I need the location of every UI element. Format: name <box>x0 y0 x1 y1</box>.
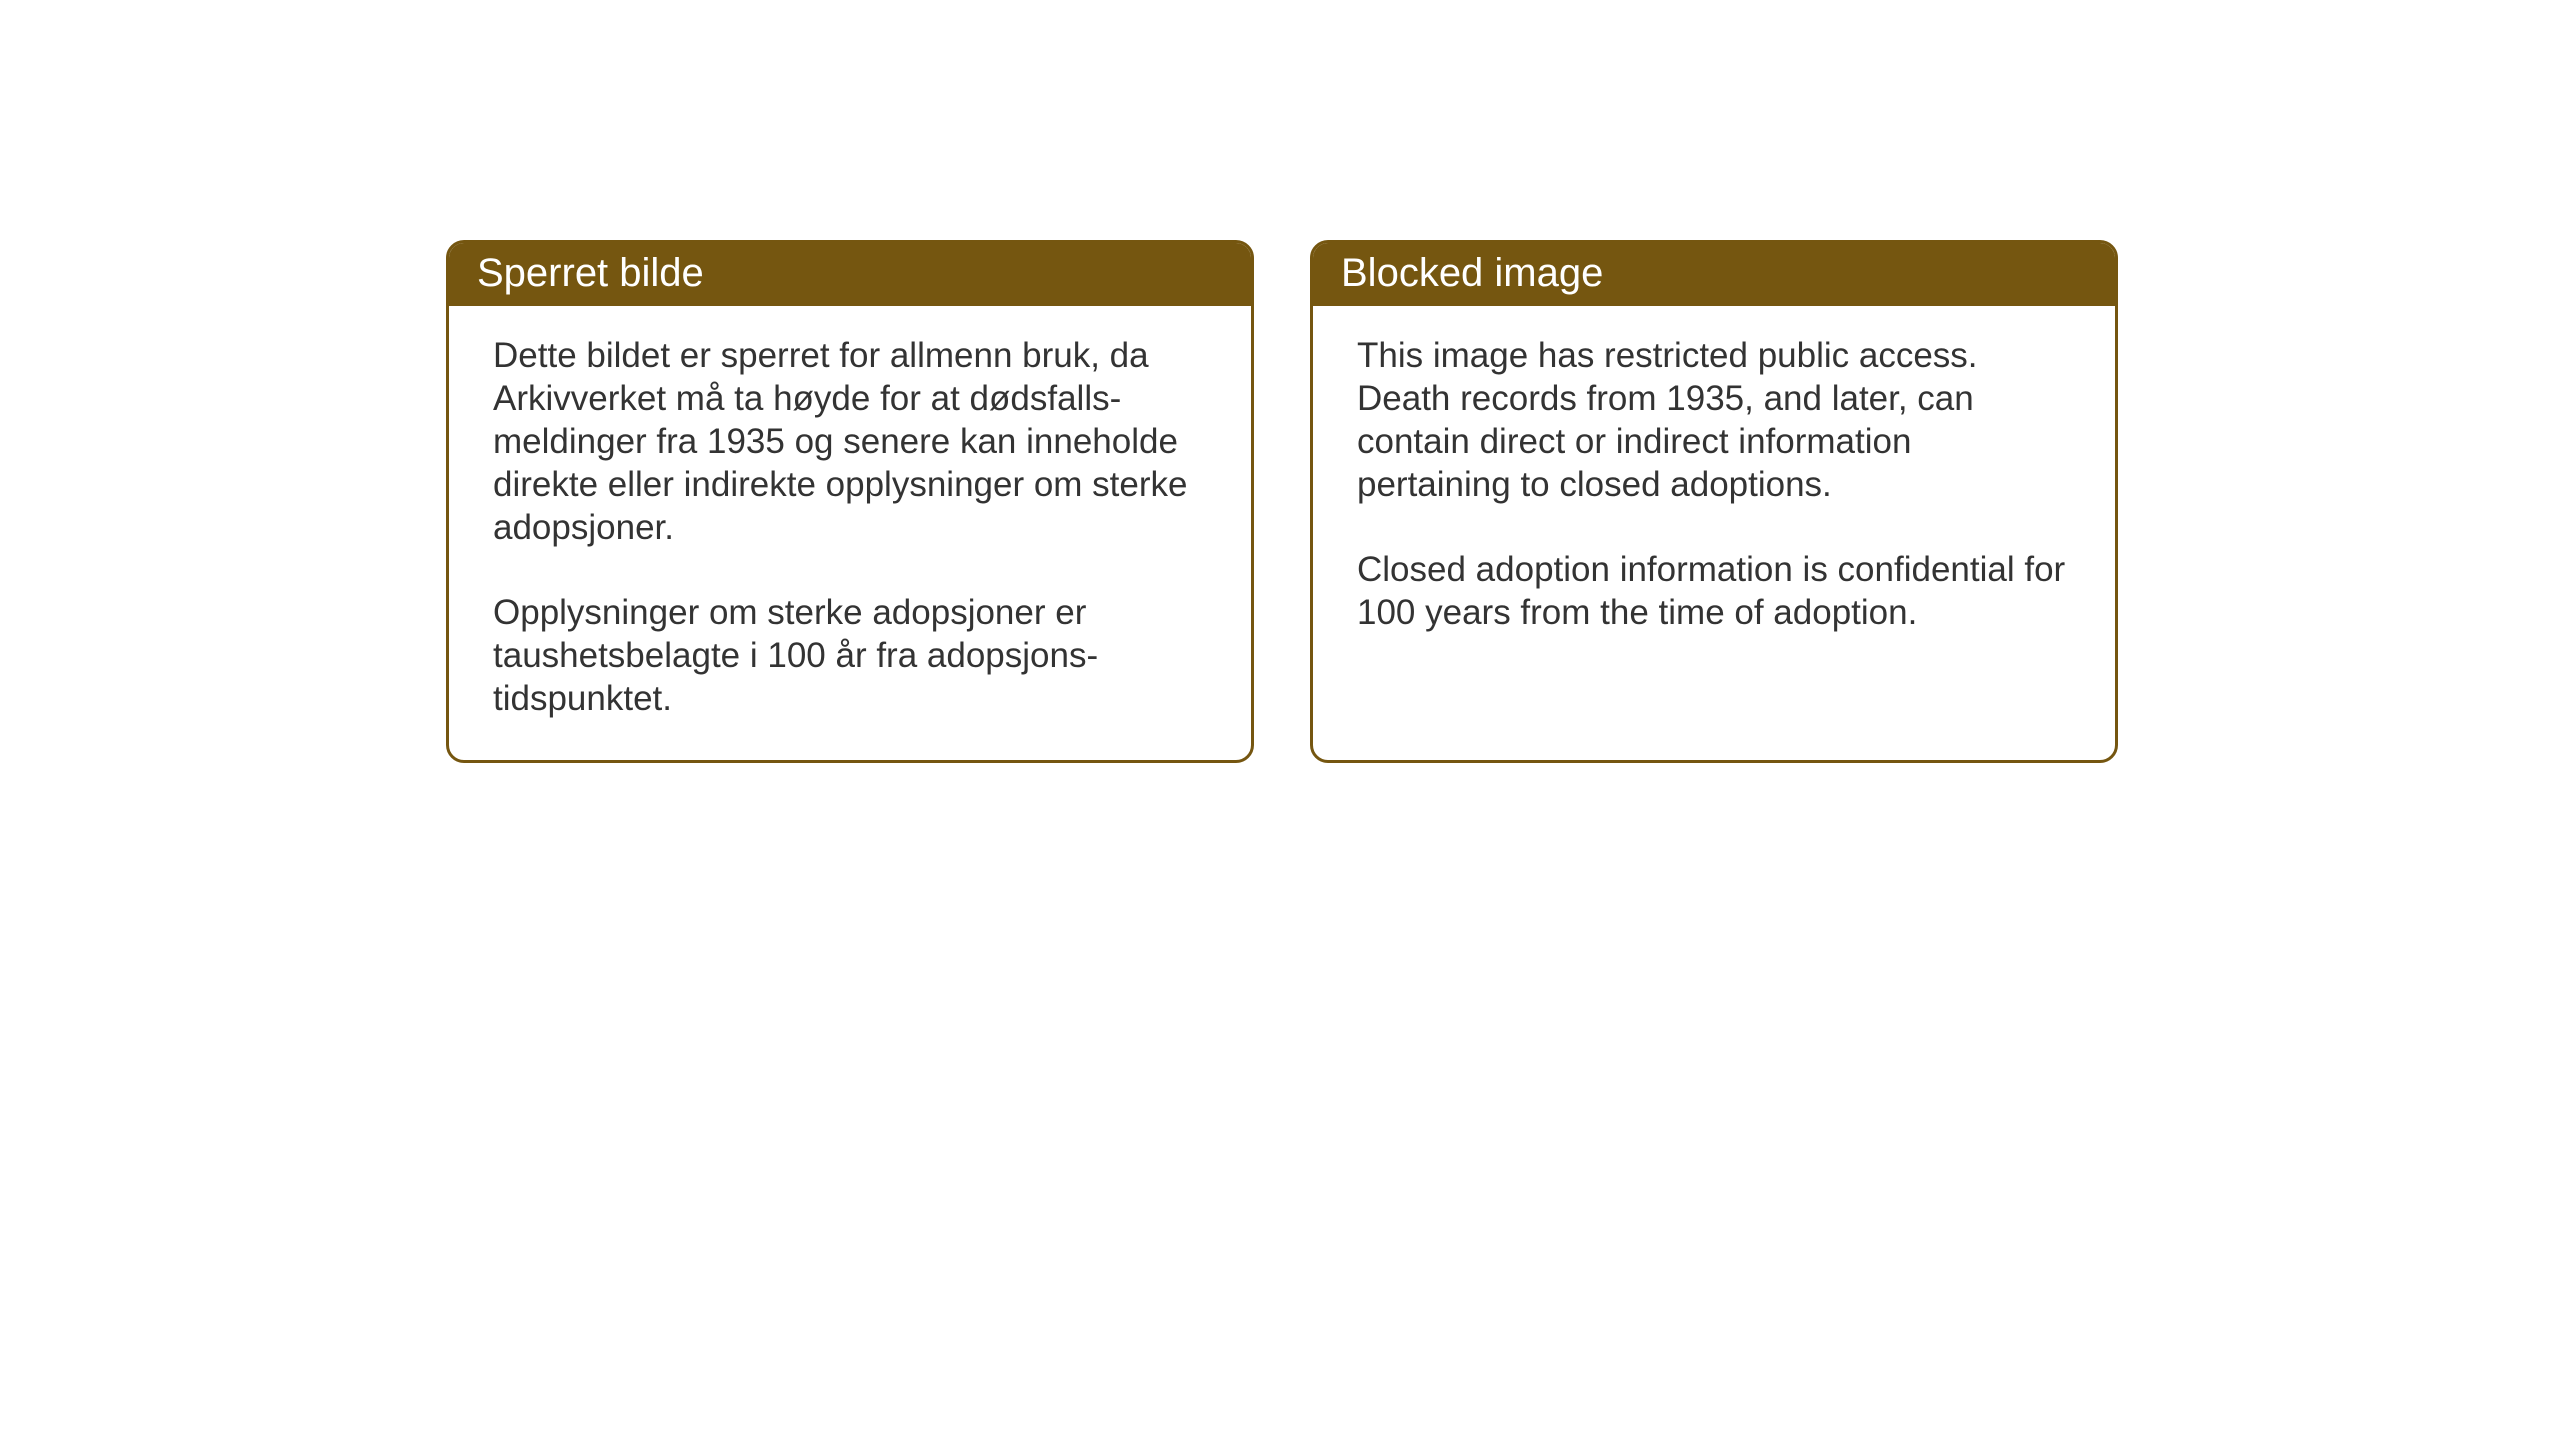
notice-cards-container: Sperret bilde Dette bildet er sperret fo… <box>446 240 2118 763</box>
card-paragraph-1-english: This image has restricted public access.… <box>1357 334 2071 506</box>
card-title-english: Blocked image <box>1341 251 1603 295</box>
card-body-english: This image has restricted public access.… <box>1313 306 2115 738</box>
notice-card-norwegian: Sperret bilde Dette bildet er sperret fo… <box>446 240 1254 763</box>
card-paragraph-2-norwegian: Opplysninger om sterke adopsjoner er tau… <box>493 591 1207 720</box>
card-header-english: Blocked image <box>1313 243 2115 306</box>
card-header-norwegian: Sperret bilde <box>449 243 1251 306</box>
notice-card-english: Blocked image This image has restricted … <box>1310 240 2118 763</box>
card-body-norwegian: Dette bildet er sperret for allmenn bruk… <box>449 306 1251 760</box>
card-paragraph-2-english: Closed adoption information is confident… <box>1357 548 2071 634</box>
card-paragraph-1-norwegian: Dette bildet er sperret for allmenn bruk… <box>493 334 1207 549</box>
card-title-norwegian: Sperret bilde <box>477 251 704 295</box>
